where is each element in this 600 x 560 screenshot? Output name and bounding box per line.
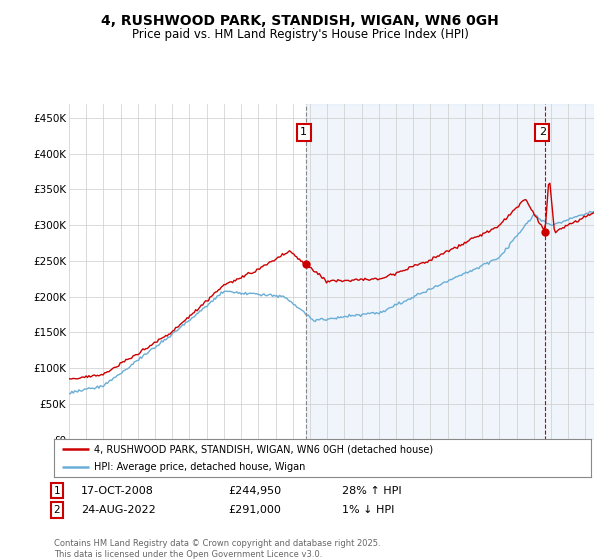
- Text: 2: 2: [53, 505, 61, 515]
- Text: 1% ↓ HPI: 1% ↓ HPI: [342, 505, 394, 515]
- Bar: [307, 104, 594, 440]
- Text: 4, RUSHWOOD PARK, STANDISH, WIGAN, WN6 0GH: 4, RUSHWOOD PARK, STANDISH, WIGAN, WN6 0…: [101, 14, 499, 28]
- Text: 17-OCT-2008: 17-OCT-2008: [81, 486, 154, 496]
- Text: 1: 1: [300, 127, 307, 137]
- Text: 28% ↑ HPI: 28% ↑ HPI: [342, 486, 401, 496]
- Text: Contains HM Land Registry data © Crown copyright and database right 2025.
This d: Contains HM Land Registry data © Crown c…: [54, 539, 380, 559]
- Text: 1: 1: [53, 486, 61, 496]
- Text: 24-AUG-2022: 24-AUG-2022: [81, 505, 156, 515]
- Text: 2: 2: [539, 127, 546, 137]
- Text: HPI: Average price, detached house, Wigan: HPI: Average price, detached house, Wiga…: [94, 462, 305, 472]
- Text: 4, RUSHWOOD PARK, STANDISH, WIGAN, WN6 0GH (detached house): 4, RUSHWOOD PARK, STANDISH, WIGAN, WN6 0…: [94, 444, 433, 454]
- Text: £291,000: £291,000: [228, 505, 281, 515]
- Text: Price paid vs. HM Land Registry's House Price Index (HPI): Price paid vs. HM Land Registry's House …: [131, 28, 469, 41]
- Text: £244,950: £244,950: [228, 486, 281, 496]
